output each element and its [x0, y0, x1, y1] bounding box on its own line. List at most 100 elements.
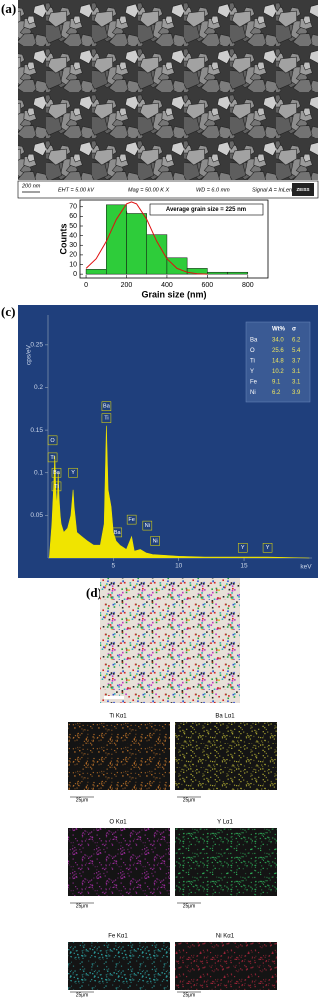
scale-bar-label: 25μm: [183, 992, 196, 998]
peak-box: [47, 435, 58, 446]
peak-box: [101, 413, 112, 423]
element-map: [175, 828, 277, 896]
annotation-box: [149, 203, 264, 216]
peak-box: [101, 401, 112, 411]
scale-bar-label: 200 nm: [21, 183, 41, 189]
table-bg: [245, 321, 311, 403]
composite-scale: [104, 696, 124, 699]
bar: [166, 257, 188, 275]
map-title: Fe Kα1: [108, 934, 128, 940]
element-map: [175, 722, 277, 790]
table-cell: 5.4: [292, 348, 301, 354]
element-map: [68, 828, 170, 896]
y-axis-label: cps/eV: [26, 344, 33, 365]
y-tick-label: 20: [69, 252, 77, 259]
spectrum-area: [49, 425, 310, 559]
bar: [126, 213, 147, 275]
sem-info: Signal A = InLens: [252, 187, 295, 193]
peak-box: [47, 452, 58, 463]
bar: [146, 234, 168, 275]
panel-label: (c): [1, 304, 15, 319]
sem-image: [18, 0, 318, 180]
table-cell: 3.1: [292, 369, 301, 375]
peak-label: Y: [71, 470, 75, 476]
peak-label: Ba: [114, 530, 122, 536]
table-cell: Ba: [250, 338, 258, 344]
y-tick-label: 0.2: [34, 384, 43, 391]
scale-bar-label: 25μm: [76, 903, 89, 909]
x-axis-label: Grain size (nm): [141, 289, 206, 299]
bar: [186, 268, 208, 275]
map-title: Ni Kα1: [216, 934, 235, 940]
y-tick-label: 0.25: [30, 342, 43, 349]
table-cell: 3.1: [292, 380, 301, 386]
bar: [106, 204, 127, 275]
table-cell: Ni: [250, 390, 256, 396]
fit-curve: [85, 201, 208, 275]
panel-label: (d): [86, 585, 102, 600]
table-cell: Fe: [250, 380, 258, 386]
peak-box: [112, 527, 123, 538]
peak-label: Ni: [153, 538, 158, 544]
peak-label: Ba: [103, 404, 111, 410]
table-header: σ: [292, 327, 296, 333]
table-cell: 3.9: [292, 390, 301, 396]
peak-box: [142, 520, 153, 531]
x-tick-label: 5: [112, 563, 116, 570]
peak-label: Ti: [104, 416, 108, 422]
table-cell: 6.2: [272, 390, 281, 396]
x-tick-label: 800: [242, 282, 254, 289]
x-tick-label: 15: [240, 563, 248, 570]
element-map: [175, 942, 277, 990]
map-title: O Kα1: [109, 820, 127, 826]
sem-info: WD = 6.0 mm: [196, 187, 230, 193]
peak-box: [237, 543, 248, 553]
bar: [207, 271, 228, 275]
table-cell: 34.0: [272, 338, 284, 344]
y-tick-label: 50: [69, 223, 77, 230]
table-cell: 6.2: [292, 338, 301, 344]
peak-label: Y: [266, 545, 270, 551]
y-tick-label: 10: [69, 261, 77, 268]
y-tick-label: 0.15: [30, 427, 43, 434]
sem-info: EHT = 5.00 kV: [58, 187, 95, 193]
table-cell: 10.2: [272, 369, 284, 375]
map-title: Ti Kα1: [109, 714, 127, 720]
element-map: [68, 722, 170, 790]
x-tick-label: 0: [84, 282, 88, 289]
y-tick-label: 0.1: [34, 469, 43, 476]
x-axis-label: keV: [300, 564, 312, 571]
scale-bar-label: 25μm: [76, 797, 89, 803]
bar: [227, 271, 249, 275]
peak-label: Ti: [54, 484, 58, 490]
scale-bar-label: 25μm: [183, 797, 196, 803]
peak-label: Ba: [53, 470, 61, 476]
y-tick-label: 60: [69, 213, 77, 220]
y-axis-label: Counts: [58, 224, 68, 255]
logo-box: [292, 183, 314, 196]
bar: [85, 269, 107, 275]
annotation: Average grain size = 225 nm: [166, 207, 246, 213]
logo: ZEISS: [296, 187, 309, 192]
table-cell: 14.8: [272, 359, 284, 365]
peak-box: [68, 467, 78, 478]
peak-label: Ni: [145, 523, 150, 529]
table-cell: 25.6: [272, 348, 284, 354]
peak-label: O: [50, 438, 55, 444]
table-cell: Ti: [250, 359, 255, 365]
peak-box: [262, 543, 273, 553]
x-tick-label: 600: [202, 282, 214, 289]
table-cell: O: [250, 348, 255, 354]
scale-bar-label: 25μm: [183, 903, 196, 909]
table-cell: 9.1: [272, 380, 281, 386]
x-tick-label: 10: [175, 563, 183, 570]
table-cell: Y: [250, 369, 254, 375]
element-map: [68, 942, 170, 990]
sem-info: Mag = 50.00 K X: [128, 187, 169, 193]
frame: [79, 199, 269, 279]
y-tick-label: 0.05: [30, 512, 43, 519]
info-bar: [17, 180, 319, 199]
peak-box: [51, 467, 62, 478]
x-tick-label: 200: [121, 282, 133, 289]
